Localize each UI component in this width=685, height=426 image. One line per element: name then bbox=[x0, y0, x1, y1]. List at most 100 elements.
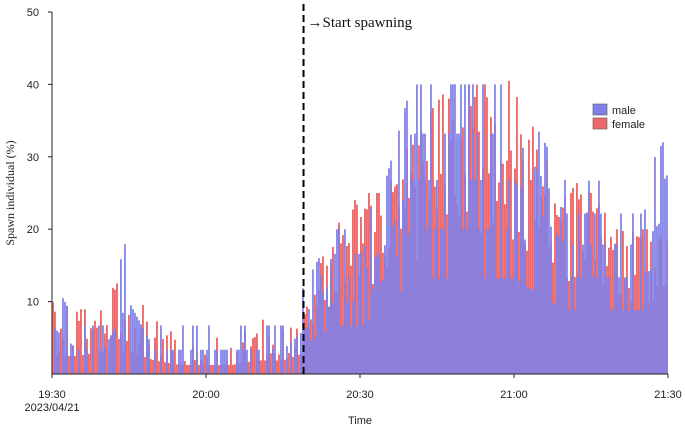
male-bar bbox=[622, 310, 624, 374]
male-bar bbox=[238, 349, 240, 374]
male-bar bbox=[434, 229, 436, 374]
male-bar bbox=[236, 349, 238, 374]
male-bar bbox=[166, 349, 168, 374]
annotation-layer: →Start spawning bbox=[302, 4, 413, 374]
male-bar bbox=[354, 253, 356, 374]
male-bar bbox=[490, 133, 492, 374]
male-bar bbox=[462, 229, 464, 374]
male-bar bbox=[582, 244, 584, 374]
male-bar bbox=[502, 278, 504, 374]
female-bar bbox=[198, 364, 200, 374]
y-tick-label: 10 bbox=[27, 297, 39, 309]
male-bar bbox=[654, 157, 656, 374]
male-bar bbox=[600, 213, 602, 374]
male-bar bbox=[172, 349, 174, 374]
male-bar bbox=[370, 208, 372, 374]
male-bar bbox=[454, 84, 456, 375]
male-bar bbox=[304, 329, 306, 374]
male-bar bbox=[242, 349, 244, 374]
male-bar bbox=[256, 349, 258, 374]
female-bar bbox=[78, 320, 80, 374]
male-bar bbox=[616, 244, 618, 374]
male-bar bbox=[62, 298, 64, 374]
female-bar bbox=[94, 320, 96, 374]
male-bar bbox=[598, 180, 600, 374]
female-bar bbox=[484, 84, 486, 374]
male-bar bbox=[372, 289, 374, 374]
male-bar bbox=[226, 349, 228, 374]
female-bar bbox=[96, 327, 98, 374]
male-bar bbox=[564, 180, 566, 374]
female-bar bbox=[610, 236, 612, 374]
male-bar bbox=[656, 226, 658, 374]
male-bar bbox=[374, 257, 376, 374]
male-bar bbox=[422, 133, 424, 374]
male-bar bbox=[386, 175, 388, 374]
female-bar bbox=[314, 294, 316, 374]
male-bar bbox=[70, 343, 72, 374]
x-tick-label: 19:30 bbox=[38, 389, 66, 401]
male-bar bbox=[344, 229, 346, 374]
male-bar bbox=[138, 320, 140, 374]
male-bar bbox=[348, 276, 350, 374]
male-bar bbox=[402, 200, 404, 374]
legend-label-female: female bbox=[612, 119, 645, 131]
male-bar bbox=[552, 302, 554, 374]
male-bar bbox=[450, 84, 452, 375]
female-bar bbox=[638, 237, 640, 374]
male-bar bbox=[398, 130, 400, 374]
male-bar bbox=[54, 328, 56, 374]
male-bar bbox=[500, 84, 502, 375]
male-bar bbox=[412, 179, 414, 374]
male-bar bbox=[532, 290, 534, 374]
male-bar bbox=[280, 325, 282, 374]
x-tick-label: 21:30 bbox=[654, 389, 682, 401]
start-spawning-annotation: →Start spawning bbox=[308, 15, 413, 31]
male-bar bbox=[146, 335, 148, 374]
male-bar bbox=[140, 324, 142, 374]
male-bar bbox=[498, 278, 500, 374]
female-bar bbox=[210, 364, 212, 374]
male-bar bbox=[308, 309, 310, 374]
male-bar bbox=[516, 183, 518, 374]
x-axis-title: Time bbox=[348, 415, 372, 426]
legend-label-male: male bbox=[612, 105, 636, 117]
female-bar bbox=[126, 341, 128, 374]
female-bar bbox=[510, 150, 512, 374]
male-bar bbox=[468, 84, 470, 375]
male-bar bbox=[214, 349, 216, 374]
male-bar bbox=[328, 306, 330, 374]
female-bar bbox=[642, 229, 644, 374]
male-bar bbox=[666, 175, 668, 374]
female-bar bbox=[156, 321, 158, 374]
male-bar bbox=[408, 233, 410, 374]
x-tick-label: 21:00 bbox=[500, 389, 528, 401]
female-bar bbox=[162, 338, 164, 374]
y-tick-label: 30 bbox=[27, 152, 39, 164]
female-bar bbox=[152, 359, 154, 374]
male-bar bbox=[636, 310, 638, 374]
male-bar bbox=[92, 325, 94, 374]
male-bar bbox=[638, 310, 640, 374]
male-bar bbox=[322, 291, 324, 374]
legend: male female bbox=[588, 102, 656, 132]
male-bar bbox=[478, 229, 480, 374]
male-bar bbox=[420, 84, 422, 375]
male-bar bbox=[102, 325, 104, 374]
male-bar bbox=[124, 244, 126, 374]
female-bar bbox=[116, 283, 118, 374]
female-bar bbox=[184, 361, 186, 374]
female-bar bbox=[248, 361, 250, 374]
male-bar bbox=[300, 332, 302, 374]
male-bar bbox=[340, 326, 342, 374]
male-bar bbox=[378, 252, 380, 374]
male-bar bbox=[368, 320, 370, 374]
female-bar bbox=[176, 364, 178, 374]
legend-swatch-female bbox=[592, 117, 608, 130]
male-bar bbox=[170, 349, 172, 374]
female-bar bbox=[278, 354, 280, 374]
male-bar bbox=[506, 229, 508, 374]
male-bar bbox=[612, 310, 614, 374]
female-bar bbox=[174, 339, 176, 374]
female-bar bbox=[350, 265, 352, 374]
